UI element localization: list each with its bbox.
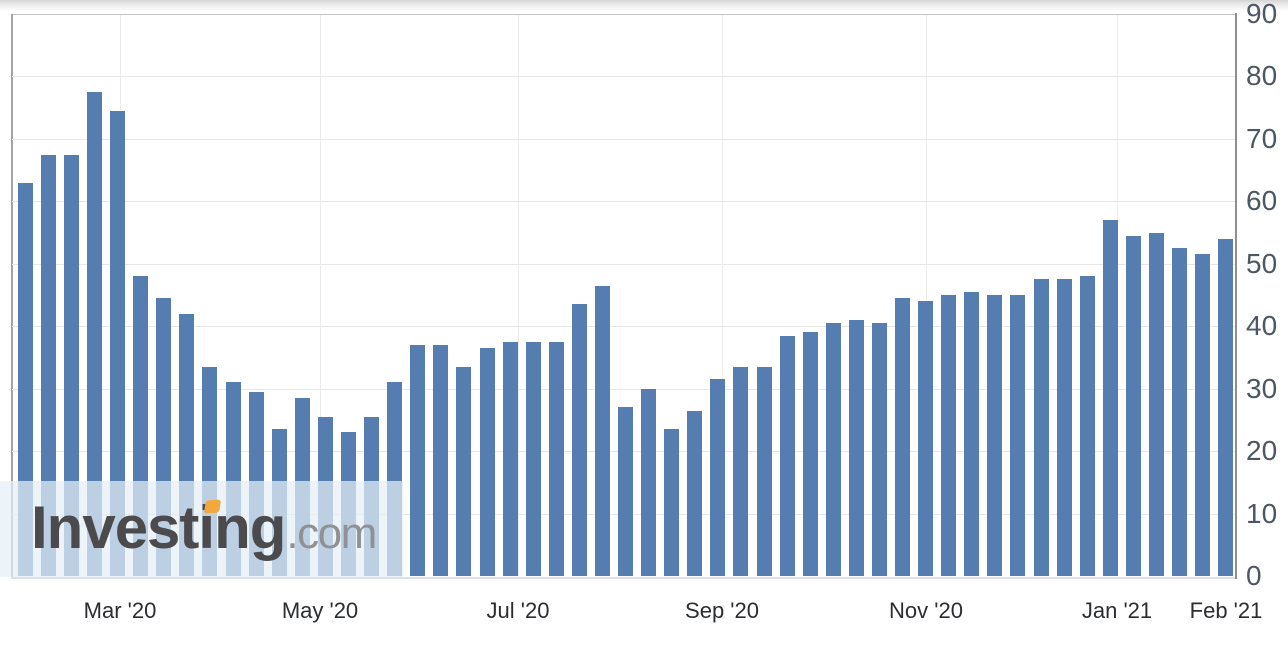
bar-week-31 <box>710 379 726 576</box>
bar-week-29 <box>664 429 680 576</box>
y-tick-label-50: 50 <box>1246 248 1278 279</box>
bar-week-19 <box>433 344 449 576</box>
x-tick-label-4: Sep '20 <box>685 598 759 623</box>
y-tick-label-10: 10 <box>1246 498 1278 529</box>
y-tick-label-60: 60 <box>1246 185 1278 216</box>
y-tick-label-90: 90 <box>1246 0 1278 29</box>
y-tick-label-0: 0 <box>1246 560 1262 591</box>
y-axis-line <box>1235 13 1237 579</box>
x-gridline <box>518 15 519 576</box>
bar-week-39 <box>895 298 911 576</box>
y-tick-label-20: 20 <box>1246 435 1278 466</box>
bar-week-21 <box>479 348 495 576</box>
y-gridline-30 <box>12 389 1235 390</box>
y-tick-label-80: 80 <box>1246 60 1278 91</box>
bar-week-23 <box>525 341 541 576</box>
bar-week-34 <box>779 335 795 576</box>
plot-top-border <box>11 14 1237 15</box>
bar-week-26 <box>594 285 610 576</box>
watermark-orange-i-dot-icon <box>203 499 222 514</box>
bar-week-25 <box>571 304 587 576</box>
bar-week-42 <box>964 291 980 576</box>
bar-week-18 <box>410 344 426 576</box>
watermark-brand-text: Investing <box>31 494 286 561</box>
bar-week-28 <box>641 388 657 576</box>
bar-week-50 <box>1148 232 1164 576</box>
left-axis-line <box>11 14 13 578</box>
bar-week-35 <box>802 332 818 576</box>
bar-week-1 <box>17 182 33 576</box>
bar-week-20 <box>456 366 472 576</box>
watermark-band <box>0 481 403 577</box>
y-gridline-60 <box>12 201 1235 202</box>
bar-week-46 <box>1056 279 1072 576</box>
y-tick-label-40: 40 <box>1246 310 1278 341</box>
bar-week-48 <box>1102 220 1118 576</box>
watermark-suffix-text: .com <box>286 509 377 558</box>
bar-week-49 <box>1125 235 1141 576</box>
bar-week-51 <box>1172 248 1188 576</box>
x-gridline <box>926 15 927 576</box>
bar-week-41 <box>941 295 957 576</box>
y-tick-label-70: 70 <box>1246 123 1278 154</box>
bar-week-33 <box>756 366 772 576</box>
bar-week-2 <box>40 154 56 576</box>
bar-week-24 <box>548 341 564 576</box>
bar-week-22 <box>502 341 518 576</box>
investing-watermark: Investing .com <box>31 494 377 561</box>
x-tick-label-7: Feb '21 <box>1189 598 1263 623</box>
bar-week-27 <box>618 407 633 576</box>
y-gridline-40 <box>12 326 1235 327</box>
bar-week-40 <box>918 301 934 576</box>
bar-week-5 <box>110 110 126 576</box>
bar-week-30 <box>687 410 703 576</box>
y-tick-label-30: 30 <box>1246 373 1278 404</box>
bar-week-37 <box>848 319 864 576</box>
bar-week-32 <box>733 366 749 576</box>
bar-week-43 <box>987 295 1003 576</box>
x-tick-label-5: Nov '20 <box>889 598 963 623</box>
bar-week-53 <box>1218 238 1234 576</box>
bar-week-45 <box>1033 279 1049 576</box>
y-gridline-50 <box>12 264 1235 265</box>
x-gridline <box>722 15 723 576</box>
x-tick-label-1: Mar '20 <box>83 598 157 623</box>
top-gradient-border <box>0 0 1288 12</box>
x-gridline <box>320 15 321 576</box>
bar-week-44 <box>1010 295 1026 576</box>
y-gridline-80 <box>12 76 1235 77</box>
x-tick-label-6: Jan '21 <box>1081 598 1153 623</box>
x-tick-label-2: May '20 <box>281 598 359 623</box>
y-gridline-70 <box>12 139 1235 140</box>
bar-week-38 <box>871 323 887 576</box>
bar-week-52 <box>1195 254 1211 576</box>
x-axis-line <box>11 577 1237 579</box>
bar-week-36 <box>825 323 841 576</box>
bar-week-3 <box>63 154 79 576</box>
bar-week-4 <box>87 92 103 576</box>
x-tick-label-3: Jul '20 <box>486 598 550 623</box>
bar-week-47 <box>1079 276 1095 576</box>
